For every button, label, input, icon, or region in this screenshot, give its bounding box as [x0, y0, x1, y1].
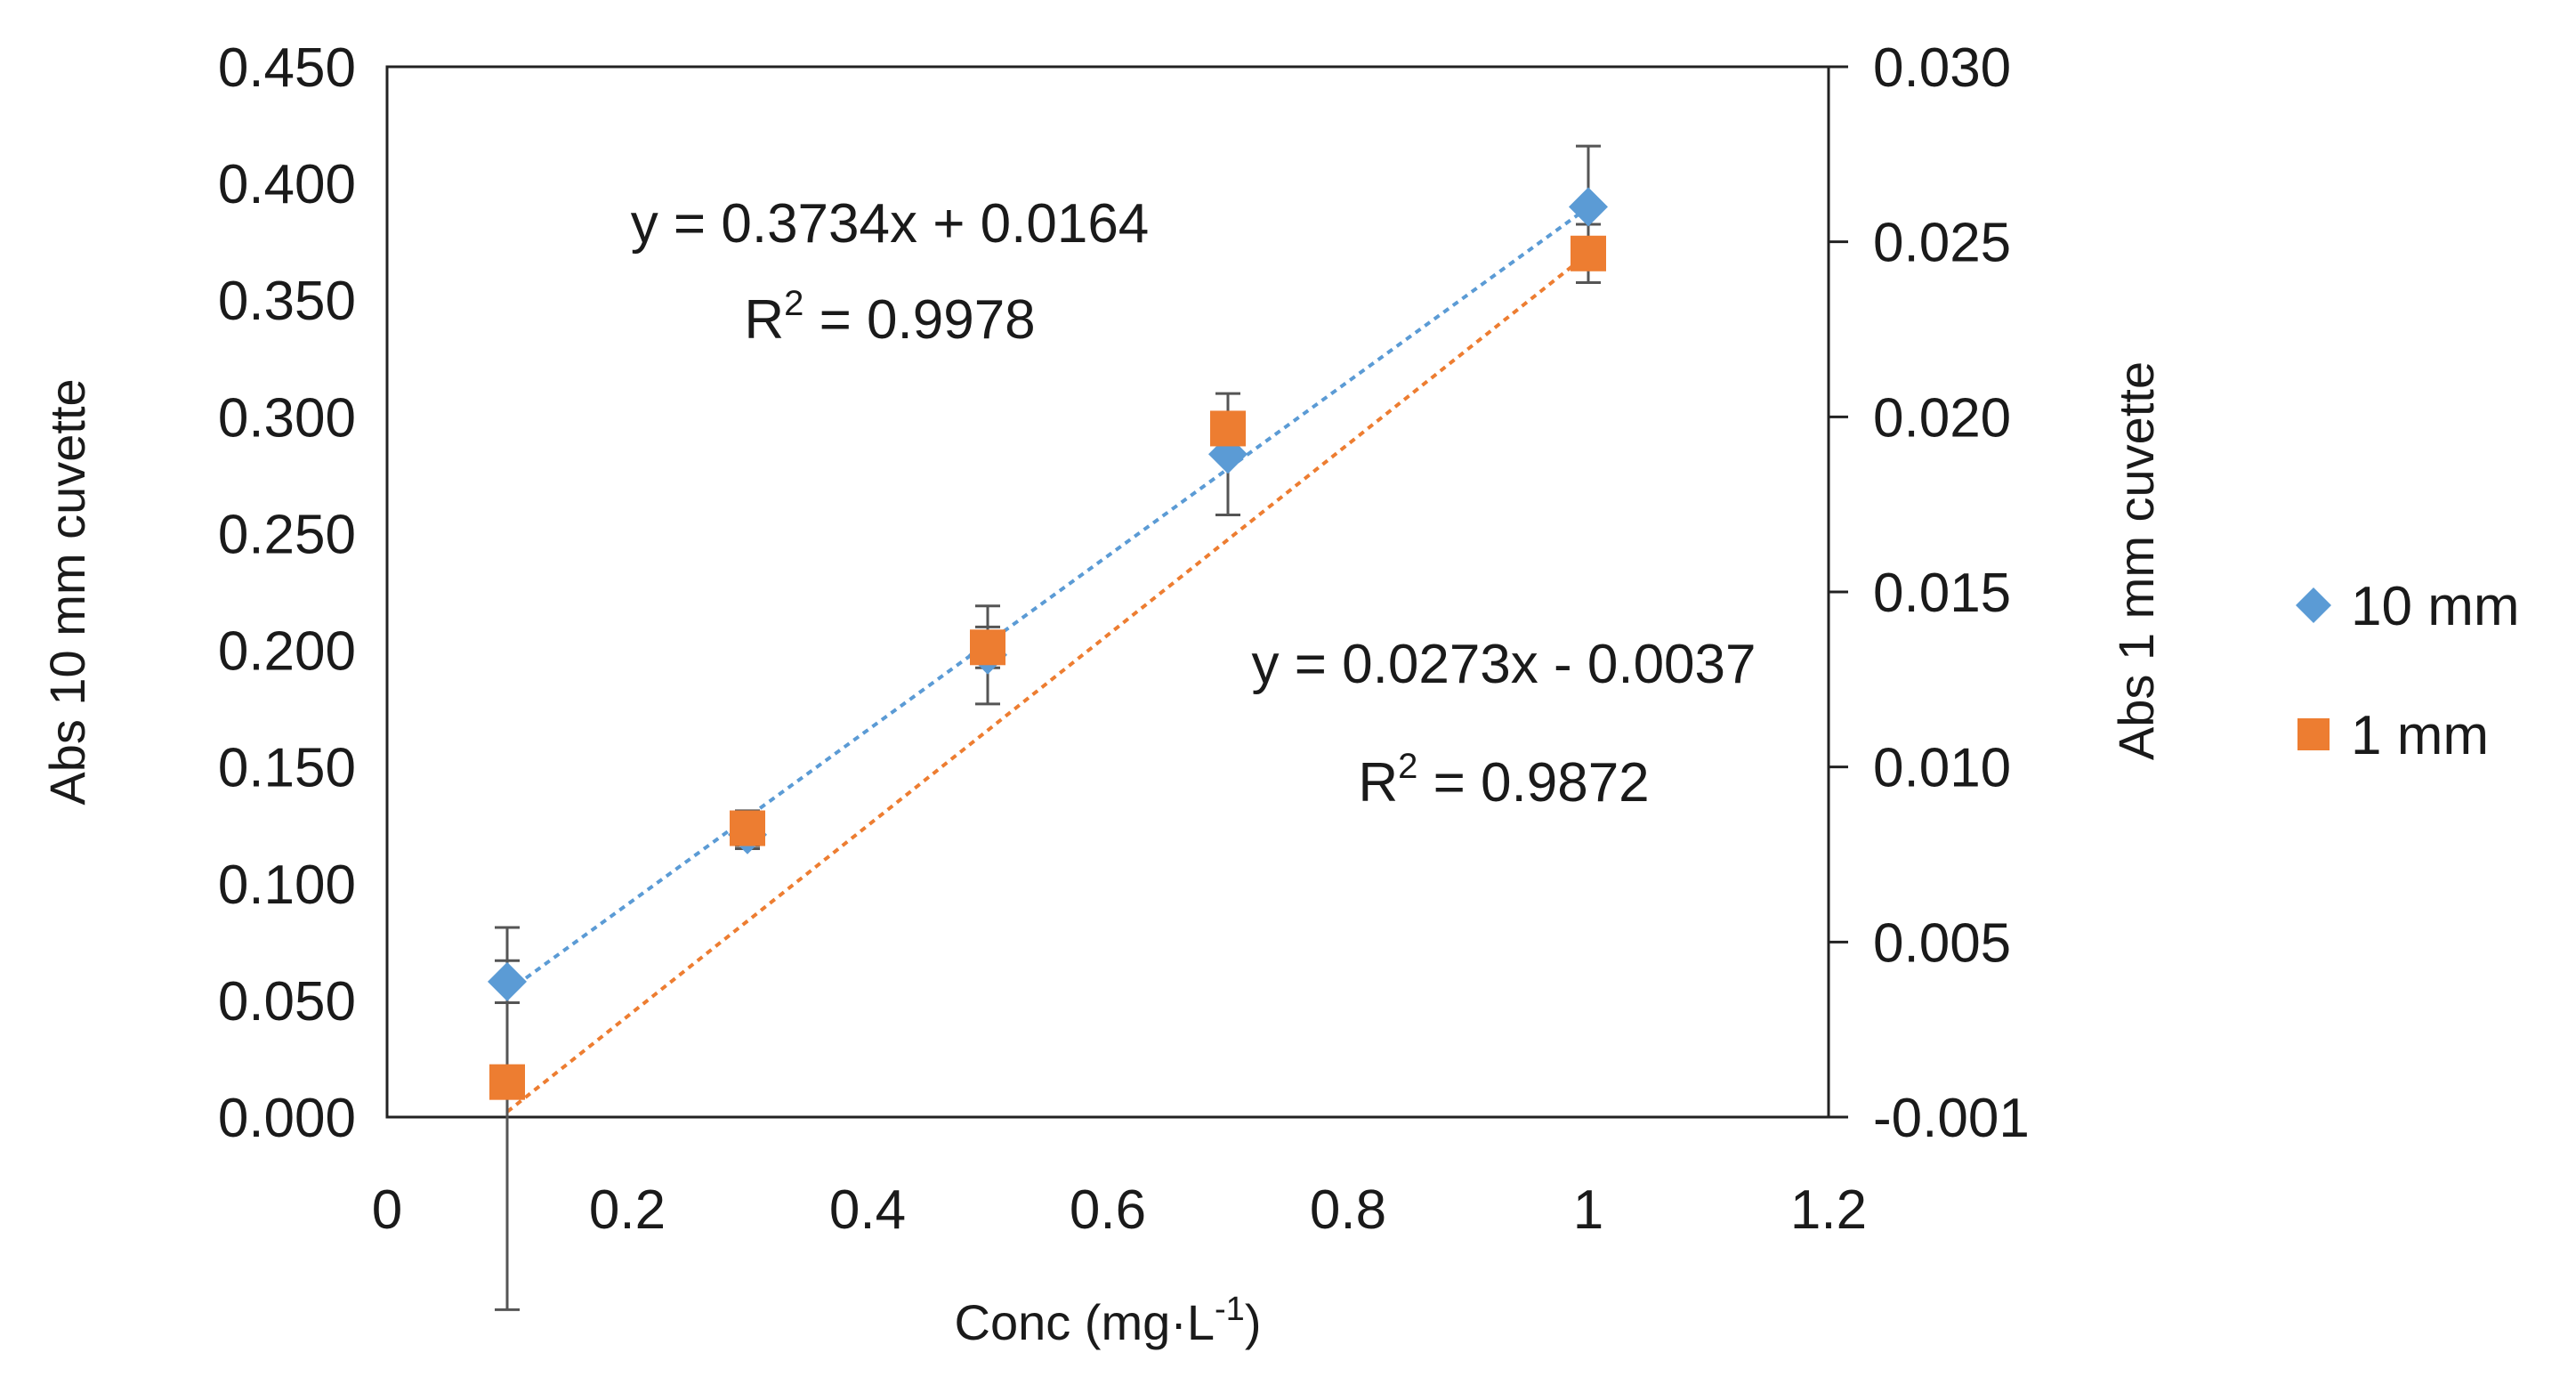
y-left-tick-label: 0.100 — [218, 854, 356, 916]
data-point-1mm — [730, 810, 765, 846]
legend-marker-10mm — [2296, 587, 2331, 623]
y-left-tick-label: 0.250 — [218, 504, 356, 565]
y-left-tick-label: 0.350 — [218, 271, 356, 332]
legend-marker-1mm — [2297, 718, 2330, 750]
y-right-tick-label: 0.030 — [1873, 37, 2011, 99]
y-right-axis-title: Abs 1 mm cuvette — [2108, 361, 2164, 760]
r-squared-label: R2 = 0.9978 — [744, 284, 1035, 351]
y-left-tick-label: 0.150 — [218, 738, 356, 799]
y-left-tick-label: 0.400 — [218, 154, 356, 215]
x-tick-label: 0.6 — [1070, 1179, 1146, 1241]
y-right-tick-label: 0.025 — [1873, 213, 2011, 274]
trendline-10mm — [505, 206, 1590, 993]
x-axis-title: Conc (mg·L-1) — [955, 1291, 1262, 1350]
data-point-1mm — [489, 1064, 525, 1100]
trendline-1mm — [505, 252, 1590, 1114]
r-squared-label: R2 = 0.9872 — [1358, 747, 1649, 814]
x-tick-label: 1 — [1573, 1179, 1603, 1241]
data-point-1mm — [970, 629, 1005, 666]
y-left-tick-label: 0.050 — [218, 971, 356, 1033]
legend-label: 10 mm — [2351, 576, 2519, 637]
data-point-1mm — [1210, 410, 1246, 447]
y-left-tick-label: 0.450 — [218, 37, 356, 99]
y-left-tick-label: 0.300 — [218, 387, 356, 449]
y-right-tick-label: 0.020 — [1873, 387, 2011, 449]
y-left-axis-title: Abs 10 mm cuvette — [39, 378, 95, 805]
y-right-tick-label: 0.010 — [1873, 738, 2011, 799]
y-left-tick-label: 0.200 — [218, 621, 356, 683]
trendline-equation: y = 0.3734x + 0.0164 — [631, 193, 1150, 255]
x-tick-label: 1.2 — [1790, 1179, 1867, 1241]
y-right-tick-label: -0.001 — [1873, 1088, 2030, 1149]
y-left-tick-label: 0.000 — [218, 1088, 356, 1149]
y-right-tick-label: 0.015 — [1873, 563, 2011, 624]
legend-label: 1 mm — [2351, 705, 2489, 766]
data-point-10mm — [488, 961, 527, 1001]
x-tick-label: 0.2 — [589, 1179, 666, 1241]
x-tick-label: 0 — [372, 1179, 402, 1241]
x-tick-label: 0.4 — [829, 1179, 906, 1241]
data-point-1mm — [1571, 235, 1606, 271]
x-tick-label: 0.8 — [1310, 1179, 1386, 1241]
data-point-10mm — [1569, 187, 1608, 227]
trendline-equation: y = 0.0273x - 0.0037 — [1251, 634, 1756, 695]
y-right-tick-label: 0.005 — [1873, 912, 2011, 974]
